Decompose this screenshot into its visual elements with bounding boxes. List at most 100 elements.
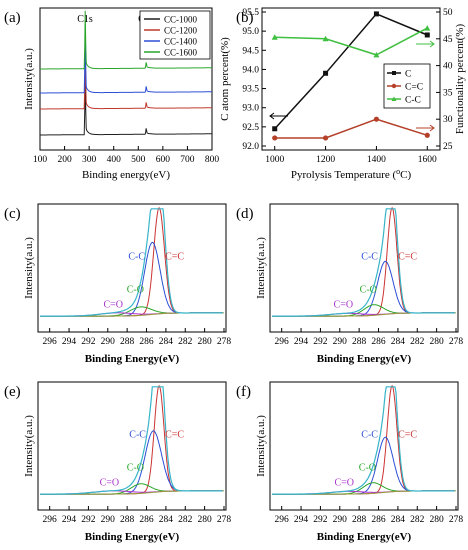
panel-d-x-tick-label: 278 bbox=[449, 337, 464, 347]
panel-e-frame bbox=[37, 381, 227, 511]
panel-e-x-tick-label: 286 bbox=[139, 515, 154, 525]
panel-f-x-tick-label: 292 bbox=[313, 515, 328, 525]
panel-c-x-tick-label: 290 bbox=[101, 337, 116, 347]
panel-f-x-tick-label: 294 bbox=[294, 515, 309, 525]
panel-a-legend-label: CC-1000 bbox=[164, 15, 198, 25]
panel-e-peak-line bbox=[40, 483, 223, 495]
panel-d-x-tick-label: 286 bbox=[371, 337, 386, 347]
panel-f-y-axis-label: Intensity(a.u.) bbox=[255, 415, 267, 477]
panel-a-x-tick-label: 300 bbox=[82, 155, 97, 165]
panel-e-x-tick-label: 282 bbox=[178, 515, 193, 525]
panel-f-x-tick-label: 280 bbox=[430, 515, 445, 525]
panel-a-frame bbox=[39, 7, 213, 151]
panel-b-right-axis-arrow bbox=[416, 124, 435, 132]
panel-d-x-tick-label: 288 bbox=[352, 337, 367, 347]
panel-d-frame bbox=[269, 203, 459, 333]
panel-d: (d) 296 294 292 290 288 286 284 282 280 278 Binding… bbox=[236, 203, 464, 365]
panel-b-right-axis-arrow bbox=[416, 40, 435, 48]
panel-b-left-axis-arrow bbox=[269, 112, 288, 120]
panel-a-x-axis-label: Binding energy(eV) bbox=[82, 169, 170, 181]
panel-a-x-tick-label: 100 bbox=[33, 155, 48, 165]
panel-b-y-right-tick-label: 35 bbox=[443, 88, 453, 98]
panel-b-series-line bbox=[274, 118, 428, 139]
panel-f-peak-label: C=C bbox=[398, 430, 417, 441]
panel-e-peak-label: C=C bbox=[165, 430, 184, 441]
panel-c-x-tick-label: 286 bbox=[139, 337, 154, 347]
panel-a-label: (a) bbox=[4, 10, 21, 26]
panel-a-x-tick-label: 800 bbox=[205, 155, 220, 165]
panel-b-point bbox=[373, 116, 380, 122]
panel-d-peak-label: C-C bbox=[361, 252, 378, 263]
panel-d-peak-label: C=O bbox=[334, 299, 354, 310]
panel-c: (c) 296 294 292 290 288 286 284 282 280 278 Binding… bbox=[4, 203, 232, 365]
panel-c-peak-label: C-C bbox=[128, 252, 145, 263]
panel-b-point bbox=[424, 32, 430, 38]
panel-b-y-left-tick-label: 95.5 bbox=[242, 8, 259, 18]
panel-a-legend-label: CC-1600 bbox=[164, 48, 198, 58]
panel-b-y-right-tick-label: 40 bbox=[443, 62, 453, 72]
panel-f-peak-label: C-C bbox=[361, 430, 378, 441]
panel-b-label: (b) bbox=[236, 10, 254, 26]
panel-f-peak-label: C=O bbox=[335, 477, 355, 488]
panel-a-series-line bbox=[40, 46, 212, 110]
panel-b-legend-label: C bbox=[405, 70, 411, 80]
panel-f: (f) 296 294 292 290 288 286 284 282 280 278 Binding… bbox=[236, 381, 464, 543]
panel-b-point bbox=[272, 135, 278, 141]
panel-c-x-axis-label: Binding Energy(eV) bbox=[85, 353, 180, 365]
panel-c-x-tick-label: 296 bbox=[43, 337, 58, 347]
panel-e-x-tick-label: 290 bbox=[101, 515, 116, 525]
panel-f-frame bbox=[269, 381, 459, 511]
panel-b-y-left-tick-label: 94.5 bbox=[242, 46, 259, 56]
panel-b-legend-label: C-C bbox=[405, 96, 421, 106]
panel-d-x-tick-label: 296 bbox=[275, 337, 290, 347]
panel-b-series-line bbox=[274, 12, 428, 130]
panel-e: (e) 296 294 292 290 288 286 284 282 280 278 Binding… bbox=[4, 381, 232, 543]
panel-b-point bbox=[322, 35, 329, 42]
panel-a-series-line bbox=[40, 74, 212, 136]
panel-c-x-tick-label: 294 bbox=[62, 337, 77, 347]
panel-b-y-left-axis-label: C atom percent(%) bbox=[219, 37, 231, 121]
panel-a-legend-label: CC-1400 bbox=[164, 37, 198, 47]
panel-e-x-tick-label: 278 bbox=[217, 515, 232, 525]
panel-f-x-tick-label: 296 bbox=[275, 515, 290, 525]
panel-f-x-tick-label: 290 bbox=[333, 515, 348, 525]
panel-f-x-tick-label: 282 bbox=[410, 515, 425, 525]
panel-b-y-left-tick-label: 93.0 bbox=[242, 104, 259, 114]
panel-f-x-axis-label: Binding Energy(eV) bbox=[317, 531, 412, 543]
panel-f-label: (f) bbox=[236, 384, 251, 400]
panel-a-x-tick-label: 200 bbox=[57, 155, 72, 165]
panel-b-y-right-axis-label: Functionality percent(%) bbox=[454, 24, 466, 135]
panel-b-legend-marker bbox=[392, 71, 396, 75]
panel-b-x-tick-label: 1200 bbox=[316, 155, 335, 165]
panel-b-y-right-tick-label: 30 bbox=[443, 115, 453, 125]
panel-a-y-axis-label: Intensity(a.u.) bbox=[23, 48, 35, 110]
panel-c-peak-line bbox=[40, 306, 223, 317]
panel-c-x-tick-label: 278 bbox=[217, 337, 232, 347]
panel-d-label: (d) bbox=[236, 206, 254, 222]
panel-b-x-axis-label: Pyrolysis Temperature (oC) bbox=[291, 167, 412, 181]
panel-e-x-tick-label: 296 bbox=[43, 515, 58, 525]
panel-d-x-axis-label: Binding Energy(eV) bbox=[317, 353, 412, 365]
panel-f-x-tick-label: 278 bbox=[449, 515, 464, 525]
panel-e-x-tick-label: 288 bbox=[120, 515, 135, 525]
panel-e-x-tick-label: 294 bbox=[62, 515, 77, 525]
panel-c-peak-label: C=O bbox=[103, 299, 123, 310]
panel-a: (a) 100 200 300 400 500 600 700 800 Binding energ… bbox=[4, 7, 220, 181]
panel-b-point bbox=[323, 70, 329, 76]
panel-c-x-tick-label: 288 bbox=[120, 337, 135, 347]
panel-b-y-right-tick-label: 25 bbox=[443, 142, 453, 152]
panel-b-y-left-tick-label: 94.0 bbox=[242, 65, 259, 75]
panel-d-x-tick-label: 292 bbox=[313, 337, 328, 347]
panel-b-point bbox=[424, 132, 430, 138]
panel-d-peak-label: C-O bbox=[360, 285, 377, 296]
panel-b-y-left-tick-label: 93.5 bbox=[242, 85, 259, 95]
panel-b-y-left-tick-label: 92.0 bbox=[242, 142, 259, 152]
panel-e-envelope-line bbox=[40, 386, 223, 495]
panel-e-label: (e) bbox=[4, 384, 21, 400]
panel-e-x-tick-label: 280 bbox=[198, 515, 213, 525]
panel-b-legend-marker bbox=[391, 83, 397, 89]
panel-c-x-tick-label: 284 bbox=[159, 337, 174, 347]
panel-e-peak-label: C=O bbox=[100, 477, 120, 488]
panel-f-x-tick-label: 284 bbox=[391, 515, 406, 525]
